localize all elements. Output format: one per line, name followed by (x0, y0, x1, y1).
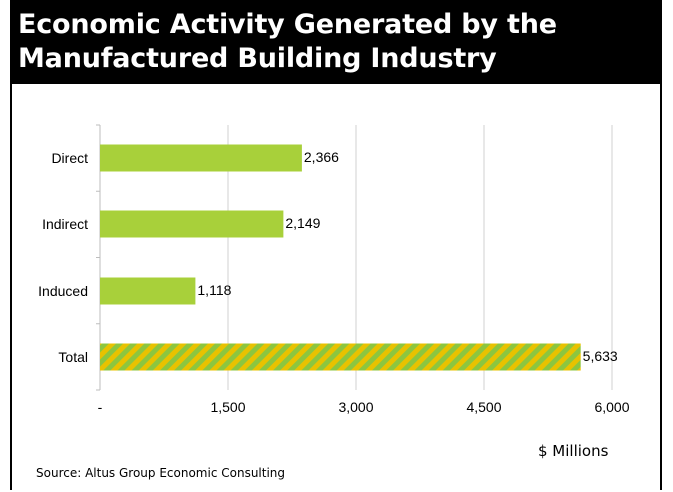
data-label: 2,149 (285, 215, 320, 231)
x-tick-label: 3,000 (338, 399, 373, 415)
data-label: 5,633 (583, 348, 618, 364)
x-tick-label: 4,500 (466, 399, 501, 415)
bar-total (100, 343, 581, 371)
x-tick-label: 6,000 (594, 399, 629, 415)
source-note: Source: Altus Group Economic Consulting (36, 466, 286, 480)
x-tick-label: 1,500 (210, 399, 245, 415)
bar-direct (100, 144, 302, 172)
x-tick-label: - (98, 399, 103, 415)
data-label: 2,366 (304, 149, 339, 165)
bar-indirect (100, 210, 284, 238)
bar-induced (100, 277, 196, 305)
category-label: Total (58, 349, 88, 365)
category-label: Indirect (42, 216, 88, 232)
x-axis-unit-label: $ Millions (538, 442, 609, 460)
category-label: Induced (38, 283, 88, 299)
category-label: Direct (51, 150, 88, 166)
data-label: 1,118 (197, 282, 231, 298)
chart-title-line-2: Manufactured Building Industry (18, 43, 497, 74)
title-bar: Economic Activity Generated by the Manuf… (10, 0, 662, 84)
chart-title-line-1: Economic Activity Generated by the (18, 9, 557, 40)
